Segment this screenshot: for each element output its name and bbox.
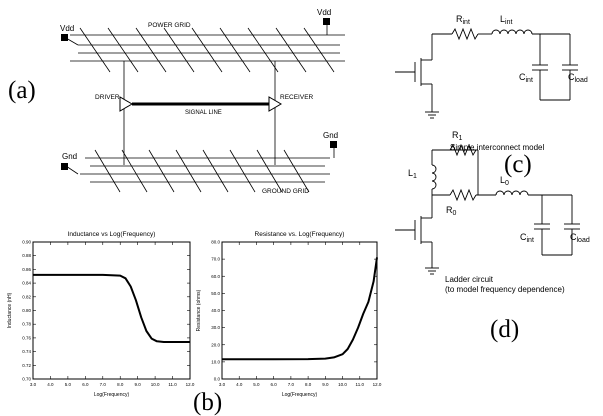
- ladder-circuit: [395, 143, 580, 275]
- y-tick-label: 0.84: [22, 281, 31, 286]
- panel-label-a: (a): [8, 77, 36, 104]
- y-tick-label: 0.70: [22, 377, 31, 382]
- gnd-left-pad: [61, 163, 68, 170]
- simple-cload-label: Cload: [568, 72, 588, 84]
- receiver-buffer-icon: [268, 96, 282, 112]
- y-tick-label: 0.0: [214, 377, 221, 382]
- x-tick-label: 6.0: [82, 382, 89, 387]
- x-tick-label: 4.0: [236, 382, 243, 387]
- driver-label: DRIVER: [95, 94, 120, 101]
- ladder-l1-label: L1: [408, 168, 417, 180]
- y-tick-label: 30.0: [211, 325, 220, 330]
- x-axis-label: Log(Frequency): [94, 392, 130, 398]
- simple-l-label: Lint: [500, 14, 512, 26]
- y-tick-label: 0.80: [22, 308, 31, 313]
- x-tick-label: 4.0: [47, 382, 54, 387]
- y-tick-label: 60.0: [211, 274, 220, 279]
- vdd-right-label: Vdd: [317, 8, 331, 17]
- x-axis-label: Log(Frequency): [282, 392, 318, 398]
- y-tick-label: 0.76: [22, 335, 31, 340]
- driver-buffer-icon: [119, 96, 133, 112]
- x-tick-label: 9.0: [322, 382, 329, 387]
- y-tick-label: 0.72: [22, 363, 31, 368]
- y-tick-label: 10.0: [211, 359, 220, 364]
- vdd-left-pad: [61, 34, 68, 41]
- x-tick-label: 5.0: [253, 382, 260, 387]
- x-tick-label: 10.0: [151, 382, 160, 387]
- y-tick-label: 0.78: [22, 322, 31, 327]
- x-tick-label: 10.0: [338, 382, 347, 387]
- y-axis-label: Resistance (ohms): [196, 289, 202, 331]
- ladder-caption-line1: Ladder circuit: [445, 275, 494, 284]
- x-tick-label: 11.0: [168, 382, 177, 387]
- ground-grid-diagonals: [94, 149, 310, 193]
- y-tick-label: 20.0: [211, 342, 220, 347]
- x-tick-label: 7.0: [288, 382, 295, 387]
- ground-grid-label: GROUND GRID: [262, 188, 309, 195]
- x-tick-label: 5.0: [65, 382, 72, 387]
- ladder-r1-label: R1: [452, 130, 463, 142]
- vdd-left-label: Vdd: [60, 24, 74, 33]
- y-tick-label: 0.88: [22, 253, 31, 258]
- y-tick-label: 40.0: [211, 308, 220, 313]
- x-tick-label: 9.0: [135, 382, 142, 387]
- y-tick-label: 50.0: [211, 291, 220, 296]
- panel-label-d: (d): [490, 316, 519, 343]
- simple-r-label: Rint: [456, 14, 470, 26]
- chart-title: Resistance vs. Log(Frequency): [255, 231, 345, 238]
- series-line: [33, 273, 190, 343]
- simple-cint-label: Cint: [519, 72, 533, 84]
- ladder-r0-label: R0: [446, 205, 457, 217]
- simple-model-circuit: [395, 27, 578, 119]
- panel-label-c: (c): [504, 151, 532, 178]
- x-tick-label: 3.0: [219, 382, 226, 387]
- inductance-chart: Inductance vs Log(Frequency) Log(Frequenc…: [7, 231, 195, 398]
- series-line: [222, 257, 378, 361]
- x-tick-label: 8.0: [305, 382, 312, 387]
- ladder-l0-label: L0: [500, 175, 509, 187]
- x-tick-label: 3.0: [30, 382, 37, 387]
- resistance-chart: Resistance vs. Log(Frequency) Log(Frequen…: [196, 231, 382, 398]
- chart-title: Inductance vs Log(Frequency): [68, 231, 156, 238]
- y-tick-label: 0.82: [22, 294, 31, 299]
- gnd-right-pad: [330, 141, 337, 148]
- grid-diagram: [65, 24, 345, 193]
- signal-line-label: SIGNAL LINE: [185, 110, 222, 116]
- x-tick-label: 12.0: [186, 382, 195, 387]
- x-tick-label: 6.0: [271, 382, 278, 387]
- vdd-right-pad: [323, 18, 330, 25]
- x-tick-label: 7.0: [100, 382, 107, 387]
- panel-label-b: (b): [193, 389, 222, 416]
- gnd-left-label: Gnd: [62, 152, 77, 161]
- y-tick-label: 0.90: [22, 240, 31, 245]
- x-tick-label: 12.0: [373, 382, 382, 387]
- y-tick-label: 80.0: [211, 240, 220, 245]
- ladder-caption-line2: (to model frequency dependence): [445, 285, 565, 294]
- y-axis-label: Inductance (nH): [7, 292, 13, 328]
- plot-frame: [32, 241, 191, 380]
- power-grid-label: POWER GRID: [148, 22, 191, 29]
- ladder-cload-label: Cload: [570, 232, 590, 244]
- x-tick-label: 8.0: [117, 382, 124, 387]
- receiver-label: RECEIVER: [280, 94, 314, 101]
- y-tick-label: 0.86: [22, 267, 31, 272]
- y-tick-label: 70.0: [211, 257, 220, 262]
- simple-model-caption: Simple interconnect model: [450, 143, 544, 152]
- power-grid-diagonals: [79, 27, 335, 73]
- y-tick-label: 0.74: [22, 349, 31, 354]
- ladder-cint-label: Cint: [520, 232, 534, 244]
- x-tick-label: 11.0: [356, 382, 365, 387]
- gnd-right-label: Gnd: [323, 131, 338, 140]
